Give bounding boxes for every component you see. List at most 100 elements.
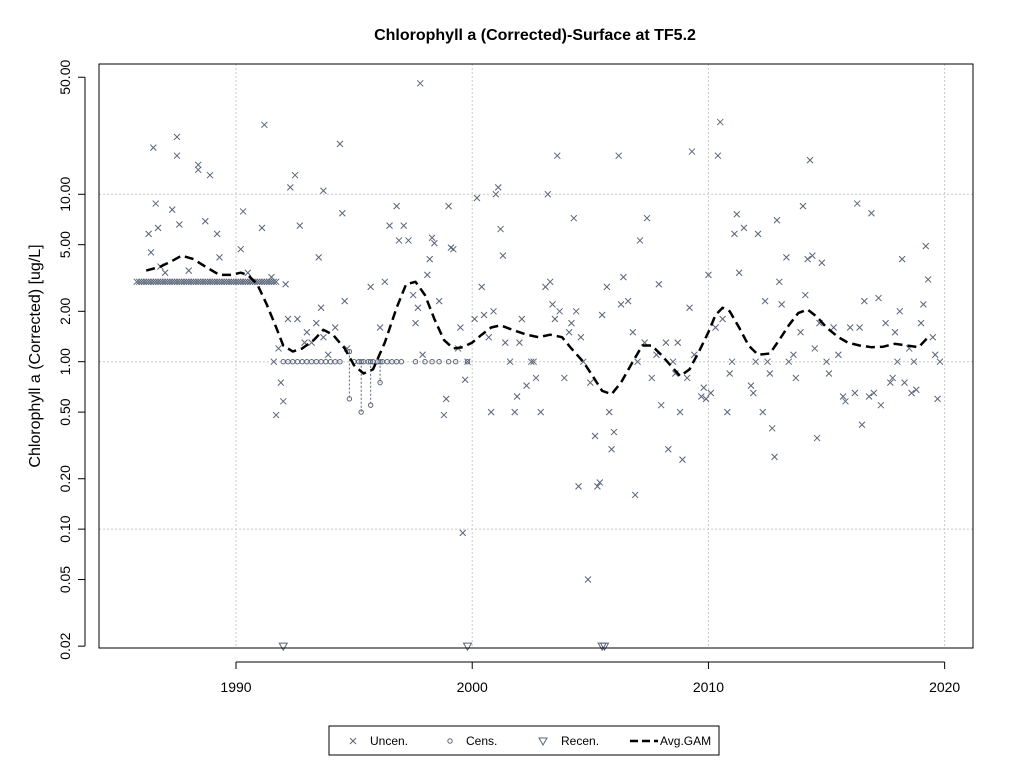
uncensored-point <box>584 576 592 583</box>
x-mark-stroke <box>929 333 937 341</box>
uncensored-point <box>766 370 774 377</box>
x-mark-stroke <box>912 386 920 394</box>
uncensored-point <box>723 408 731 416</box>
uncensored-point <box>674 339 682 346</box>
uncensored-point <box>336 140 344 148</box>
uncensored-point <box>773 216 781 224</box>
x-mark-stroke <box>875 294 882 302</box>
x-mark-stroke <box>291 171 299 179</box>
uncensored-point <box>256 278 263 286</box>
x-mark-stroke <box>230 278 237 286</box>
uncensored-point <box>775 278 783 286</box>
x-mark-stroke <box>792 374 800 382</box>
x-mark-stroke <box>700 384 708 391</box>
x-mark-stroke <box>253 278 261 286</box>
x-mark-stroke <box>591 432 599 440</box>
uncensored-point <box>457 324 464 331</box>
x-mark-stroke <box>216 278 223 286</box>
x-mark-stroke <box>886 379 894 386</box>
uncensored-point <box>575 483 582 490</box>
x-mark-stroke <box>270 278 278 286</box>
x-mark-stroke <box>556 307 563 315</box>
uncensored-point <box>175 221 183 228</box>
x-mark-stroke <box>530 358 537 366</box>
uncensored-point <box>920 301 927 308</box>
x-mark-stroke <box>839 393 847 400</box>
uncensored-point <box>260 278 268 286</box>
uncensored-point <box>719 315 726 323</box>
uncensored-point <box>603 283 611 291</box>
uncensored-point <box>216 278 223 286</box>
uncensored-point <box>419 351 426 359</box>
uncensored-point <box>197 278 204 286</box>
y-tick-label: 2.00 <box>57 297 73 324</box>
x-mark-stroke <box>868 209 875 217</box>
x-mark-stroke <box>187 278 195 286</box>
x-mark-stroke <box>173 278 181 286</box>
uncensored-point <box>818 259 826 267</box>
uncensored-point <box>846 324 854 331</box>
gam-line-group <box>145 254 930 396</box>
uncensored-point <box>749 389 757 397</box>
uncensored-point <box>759 408 767 416</box>
uncensored-point <box>315 254 323 261</box>
uncensored-point <box>924 276 932 283</box>
x-mark-stroke <box>629 328 637 336</box>
uncensored-point <box>239 208 247 215</box>
uncensored-point <box>740 224 748 232</box>
x-mark-stroke <box>197 278 204 286</box>
x-mark-stroke <box>825 370 833 377</box>
x-mark-stroke <box>643 214 651 222</box>
x-mark-stroke <box>761 297 769 305</box>
x-mark-stroke <box>140 278 148 286</box>
uncensored-point <box>865 393 873 400</box>
x-mark-stroke <box>766 370 774 377</box>
uncensored-point <box>320 333 327 341</box>
uncensored-point <box>792 374 800 382</box>
uncensored-point <box>629 328 637 336</box>
uncensored-point <box>171 278 178 286</box>
x-mark-stroke <box>206 278 214 286</box>
x-mark-stroke <box>341 297 349 305</box>
uncensored-point <box>164 278 171 286</box>
censored-point <box>367 402 374 408</box>
uncensored-point <box>785 358 793 366</box>
x-mark-stroke <box>568 319 575 327</box>
uncensored-point <box>910 358 918 366</box>
uncensored-point <box>270 358 278 366</box>
x-mark-stroke <box>149 144 157 151</box>
y-tick-label: 5.00 <box>57 231 73 258</box>
censored-point <box>464 359 471 365</box>
uncensored-point <box>813 434 821 442</box>
x-mark-stroke <box>376 324 384 331</box>
x-mark-stroke <box>608 445 615 453</box>
censored-point <box>436 359 442 365</box>
uncensored-point <box>223 278 230 286</box>
x-mark-stroke <box>431 239 438 247</box>
uncensored-point <box>272 411 280 419</box>
uncensored-point <box>145 278 152 286</box>
uncensored-point <box>806 156 814 164</box>
legend-label-cens: Cens. <box>466 734 497 748</box>
uncensored-point <box>464 358 471 366</box>
x-mark-stroke <box>349 737 357 745</box>
uncensored-point <box>213 230 221 238</box>
censored-point <box>377 359 383 365</box>
uncensored-point <box>570 214 578 222</box>
uncensored-point <box>225 278 233 286</box>
x-mark-stroke <box>145 278 152 286</box>
uncensored-point <box>324 351 332 359</box>
uncensored-point <box>349 737 357 745</box>
uncensored-point <box>610 428 618 436</box>
x-mark-stroke <box>133 278 141 286</box>
x-mark-stroke <box>686 304 693 312</box>
uncensored-point <box>501 339 509 346</box>
x-mark-stroke <box>723 408 731 416</box>
uncensored-point <box>912 386 920 394</box>
legend-label-uncen: Uncen. <box>370 734 408 748</box>
uncensored-point <box>471 315 478 323</box>
x-mark-stroke <box>771 453 778 461</box>
uncensored-point <box>201 217 209 225</box>
x-mark-stroke <box>702 395 710 403</box>
x-mark-stroke <box>286 183 294 191</box>
